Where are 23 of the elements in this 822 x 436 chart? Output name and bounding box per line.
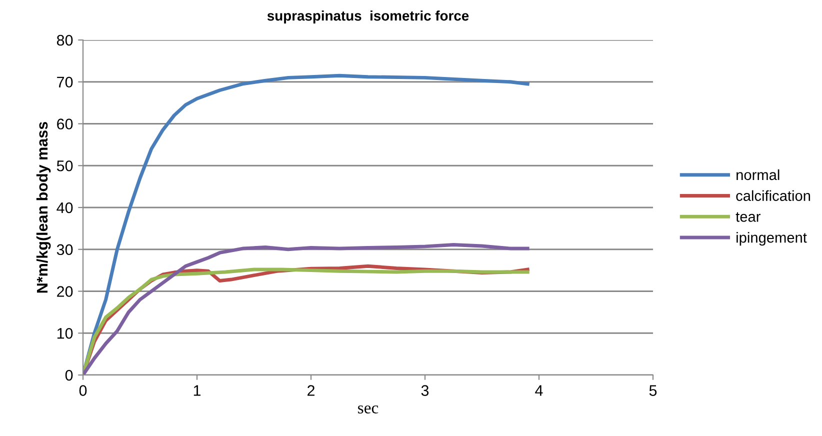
y-tick-label: 10 — [57, 328, 73, 339]
chart-title: supraspinatus isometric force — [267, 10, 469, 24]
y-tick-label: 70 — [57, 76, 73, 88]
y-axis-title: N*m/kg(lean body mass — [36, 122, 51, 293]
legend-label: ipingement — [736, 232, 807, 246]
legend-label: tear — [736, 212, 760, 222]
line-series — [83, 243, 530, 375]
y-tick-label: 30 — [56, 244, 73, 256]
legend-label: calcification — [736, 190, 810, 201]
x-tick-label: 0 — [79, 385, 87, 396]
x-tick-label: 5 — [649, 385, 657, 396]
x-tick-label: 4 — [535, 385, 543, 396]
y-tick-label: 60 — [57, 118, 73, 130]
legend-label: normal — [736, 169, 780, 180]
x-tick-label: 1 — [194, 385, 201, 396]
y-tick-label: 0 — [65, 370, 73, 381]
x-axis-title: sec — [358, 405, 378, 414]
y-tick-label: 80 — [56, 34, 73, 46]
y-tick-label: 50 — [56, 160, 73, 172]
x-tick-label: 3 — [421, 385, 429, 396]
y-tick-label: 40 — [56, 202, 73, 214]
y-tick-label: 20 — [57, 286, 73, 297]
x-tick-label: 2 — [308, 385, 314, 396]
